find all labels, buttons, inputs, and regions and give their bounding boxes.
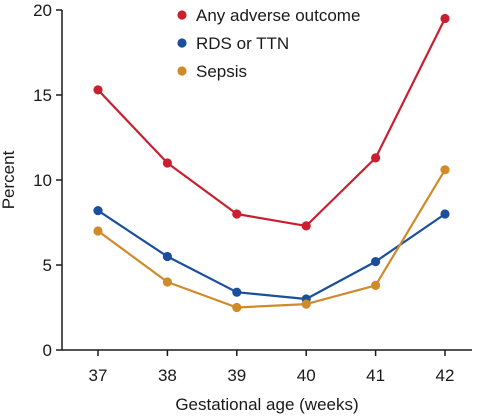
series-line <box>97 169 446 309</box>
data-point <box>162 158 172 168</box>
data-point <box>93 226 103 236</box>
data-point <box>301 221 311 231</box>
data-point <box>232 287 242 297</box>
legend-marker <box>177 66 187 76</box>
series-3 <box>93 165 450 313</box>
y-axis-title: Percent <box>0 150 18 209</box>
series-line <box>97 18 446 227</box>
series-line <box>97 209 446 301</box>
legend-label: Sepsis <box>196 62 247 81</box>
x-tick-label: 37 <box>89 366 108 385</box>
legend-item: Sepsis <box>177 62 247 81</box>
x-tick-label: 40 <box>297 366 316 385</box>
data-point <box>162 277 172 287</box>
y-tick-label: 10 <box>33 171 52 190</box>
y-tick-label: 20 <box>33 1 52 20</box>
y-tick-label: 5 <box>43 256 52 275</box>
axes <box>61 10 472 351</box>
data-point <box>232 209 242 219</box>
x-tick-label: 38 <box>158 366 177 385</box>
series-1 <box>93 13 450 231</box>
legend-item: Any adverse outcome <box>177 6 360 25</box>
legend: Any adverse outcome RDS or TTN Sepsis <box>177 6 360 81</box>
data-point <box>232 302 242 313</box>
x-tick-label: 39 <box>227 366 246 385</box>
data-point <box>301 299 311 309</box>
y-ticks: 0 5 10 15 20 <box>33 1 62 360</box>
data-point <box>440 209 450 219</box>
data-point <box>371 257 381 267</box>
y-tick-label: 15 <box>33 86 52 105</box>
data-point <box>371 280 381 290</box>
x-tick-label: 41 <box>366 366 385 385</box>
x-tick-label: 42 <box>436 366 455 385</box>
series-layer <box>93 13 450 313</box>
data-point <box>371 153 381 163</box>
data-point <box>440 165 450 175</box>
x-axis-title: Gestational age (weeks) <box>175 395 358 414</box>
data-point <box>93 206 103 216</box>
legend-label: RDS or TTN <box>196 34 289 53</box>
data-point <box>162 251 172 262</box>
y-tick-label: 0 <box>43 341 52 360</box>
legend-label: Any adverse outcome <box>196 6 360 25</box>
x-ticks: 37 38 39 40 41 42 <box>89 350 455 385</box>
data-point <box>93 85 103 95</box>
data-point <box>440 13 450 24</box>
series-2 <box>93 206 450 304</box>
legend-marker <box>177 10 187 20</box>
legend-marker <box>177 38 187 48</box>
legend-item: RDS or TTN <box>177 34 289 53</box>
